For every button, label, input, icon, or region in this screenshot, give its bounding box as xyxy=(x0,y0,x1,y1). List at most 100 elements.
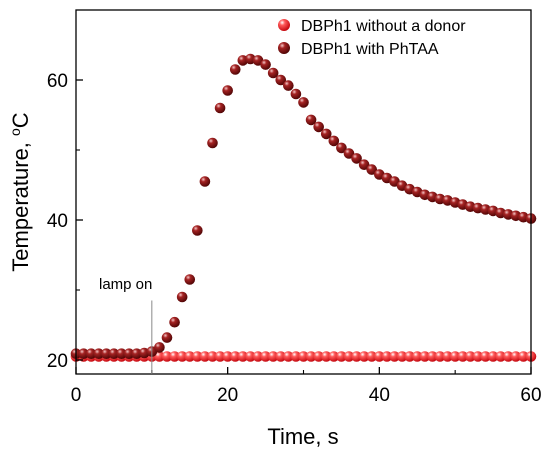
data-point xyxy=(207,351,218,362)
data-point xyxy=(358,159,370,170)
y-axis-title-unit-sup: o xyxy=(7,128,23,136)
y-axis: 20 40 60 xyxy=(47,71,83,372)
data-point xyxy=(374,351,385,362)
data-point xyxy=(222,85,233,96)
data-point xyxy=(442,351,453,362)
data-point xyxy=(207,137,218,149)
x-tick-label: 60 xyxy=(520,385,541,406)
data-point xyxy=(290,351,302,362)
data-point xyxy=(184,274,196,285)
legend-marker-0 xyxy=(278,19,290,31)
legend-item-1: DBPh1 with PhTAA xyxy=(278,41,439,58)
plot-area xyxy=(70,53,537,362)
data-point xyxy=(336,351,347,362)
data-point xyxy=(404,351,415,362)
data-point xyxy=(427,351,438,362)
data-point xyxy=(510,351,522,362)
plot-frame xyxy=(75,9,532,375)
data-point xyxy=(184,351,196,362)
data-point xyxy=(85,348,97,360)
data-point xyxy=(131,348,142,360)
data-point xyxy=(313,121,324,133)
legend-item-0: DBPh1 without a donor xyxy=(278,18,466,35)
data-point xyxy=(78,348,89,360)
data-point xyxy=(169,351,180,362)
data-point xyxy=(449,351,461,362)
x-tick-label: 40 xyxy=(369,385,390,406)
data-point xyxy=(169,316,180,328)
data-point xyxy=(93,348,105,360)
data-point xyxy=(366,164,378,175)
data-point xyxy=(465,351,476,362)
data-point xyxy=(123,348,135,360)
x-axis: 0 20 40 60 xyxy=(71,367,542,406)
data-point xyxy=(328,351,340,362)
x-tick-label: 20 xyxy=(217,385,238,406)
y-axis-title-text: Temperature, xyxy=(8,136,33,272)
y-tick-label: 20 xyxy=(47,351,68,372)
data-point xyxy=(199,351,211,362)
data-point xyxy=(161,351,173,362)
data-point xyxy=(192,351,203,362)
data-point xyxy=(161,332,173,343)
y-tick-label: 40 xyxy=(47,211,68,232)
legend-label-1: DBPh1 with PhTAA xyxy=(301,41,439,58)
data-point xyxy=(214,351,226,362)
data-point xyxy=(320,128,332,140)
data-point xyxy=(419,351,431,362)
data-point xyxy=(237,351,249,362)
data-point xyxy=(320,351,332,362)
data-point xyxy=(245,351,256,362)
data-point xyxy=(108,348,120,360)
y-axis-title: Temperature, oC xyxy=(7,112,33,272)
data-point xyxy=(343,351,355,362)
data-point xyxy=(176,351,188,362)
x-tick-label: 0 xyxy=(71,385,82,406)
data-point xyxy=(457,351,469,362)
data-point xyxy=(502,351,514,362)
data-point xyxy=(298,351,309,362)
data-point xyxy=(328,135,340,147)
legend-label-0: DBPh1 without a donor xyxy=(301,18,466,35)
data-point xyxy=(116,348,127,360)
data-point xyxy=(176,291,188,303)
data-point xyxy=(290,88,302,100)
series-1 xyxy=(70,53,537,360)
data-point xyxy=(518,351,529,362)
data-point xyxy=(343,148,355,159)
data-point xyxy=(199,176,211,187)
data-point xyxy=(305,351,317,362)
data-point xyxy=(495,351,506,362)
legend-marker-1 xyxy=(278,42,290,54)
data-point xyxy=(396,351,408,362)
data-point xyxy=(411,351,423,362)
data-point xyxy=(480,351,491,362)
data-point xyxy=(381,351,393,362)
data-point xyxy=(283,351,294,362)
data-point xyxy=(260,351,271,362)
lamp-on-annotation: lamp on xyxy=(99,276,152,374)
y-tick-label: 60 xyxy=(47,71,68,92)
data-point xyxy=(298,97,309,108)
data-point xyxy=(229,351,241,362)
data-point xyxy=(229,64,241,75)
data-point xyxy=(214,102,226,114)
data-point xyxy=(305,114,317,126)
data-point xyxy=(101,348,112,360)
data-point xyxy=(192,225,203,236)
data-point xyxy=(472,351,484,362)
data-point xyxy=(389,351,400,362)
data-point xyxy=(336,142,347,154)
data-point xyxy=(154,342,165,353)
data-point xyxy=(487,351,499,362)
data-point xyxy=(267,351,279,362)
data-point xyxy=(222,351,233,362)
data-point xyxy=(154,351,165,362)
data-point xyxy=(358,351,370,362)
data-point xyxy=(275,351,287,362)
data-point xyxy=(275,74,287,86)
data-point xyxy=(366,351,378,362)
data-point xyxy=(252,351,264,362)
data-point xyxy=(351,351,362,362)
data-point xyxy=(260,59,271,70)
